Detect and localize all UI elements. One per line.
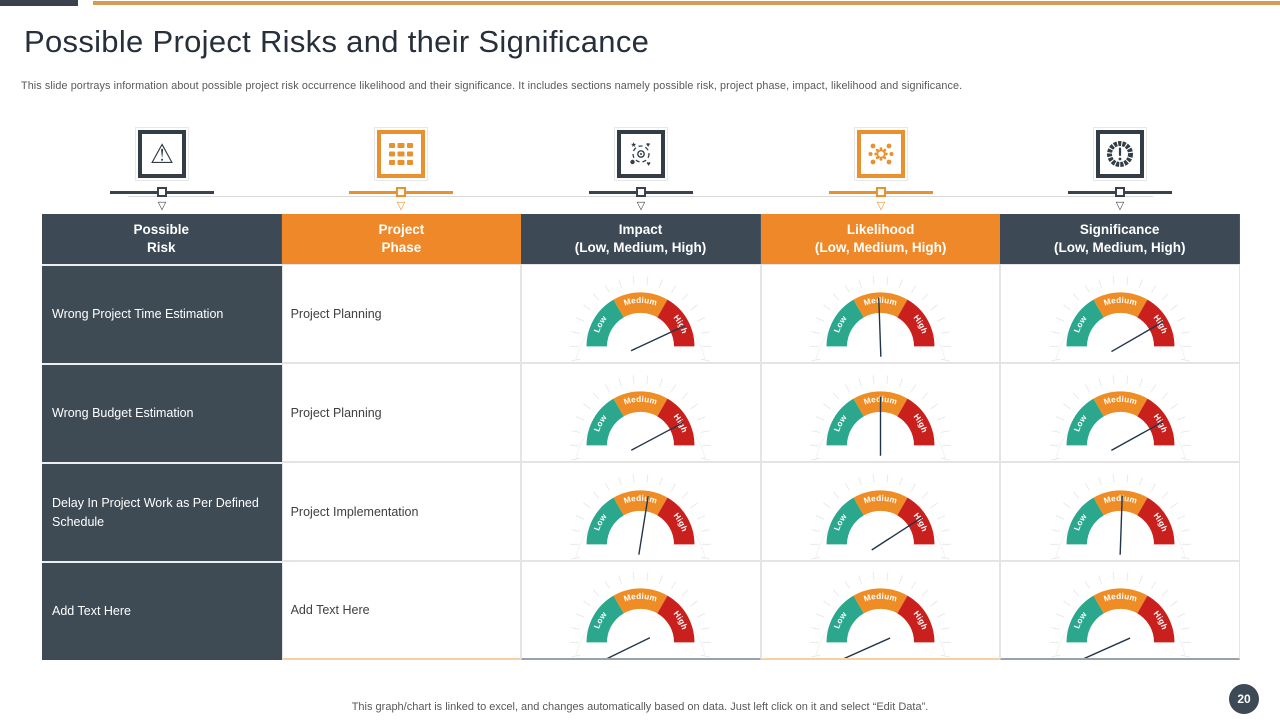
impact-gauge[interactable]: Low Medium High [521,363,761,462]
svg-text:♥: ♥ [647,161,651,168]
svg-text:Medium: Medium [1102,494,1137,506]
page-number-badge: 20 [1229,684,1259,714]
warning-triangle-icon: ⚠ [135,127,189,181]
gauge-needle [607,637,651,658]
page-subtitle: This slide portrays information about po… [21,80,963,92]
gauge-needle [638,496,650,555]
down-triangle-marker: ▽ [157,200,167,212]
risk-cell: Add Text Here [42,561,282,660]
gauge-needle [1083,637,1131,658]
impact-gauge[interactable]: Low Medium High [521,264,761,363]
gear-network-icon [854,127,908,181]
down-triangle-marker: ▽ [636,200,646,212]
svg-text:Medium: Medium [863,592,898,604]
header-possible-risk: Possible Risk [42,214,282,264]
risk-cell: Wrong Project Time Estimation [42,264,282,363]
gauge-needle [1110,321,1163,353]
risk-table: Possible Risk Project Phase Impact (Low,… [42,214,1240,660]
svg-text:Medium: Medium [623,494,658,506]
svg-text:Medium: Medium [863,296,898,308]
icon-strip: ⚠ ▽ ▽ [0,127,1280,214]
header-significance: Significance (Low, Medium, High) [1000,214,1240,264]
icon-group-significance: ▽ [1058,127,1182,212]
svg-text:♥: ♥ [646,142,650,149]
header-impact: Impact (Low, Medium, High) [521,214,761,264]
down-triangle-marker: ▽ [1115,200,1125,212]
down-triangle-marker: ▽ [396,200,406,212]
icon-group-impact: ★ ♥ ♥ ▽ [579,127,703,212]
impact-gauge[interactable]: Low Medium High [521,561,761,660]
page-title: Possible Project Risks and their Signifi… [24,24,650,59]
svg-text:Medium: Medium [1102,592,1137,604]
gauge-needle [1119,495,1123,555]
top-accent-bar-orange [93,1,1280,5]
svg-text:★: ★ [631,141,637,149]
significance-badge-icon [1093,127,1147,181]
phase-cell: Project Planning [281,264,522,363]
icon-group-possible-risk: ⚠ ▽ [100,127,224,212]
down-triangle-marker: ▽ [876,200,886,212]
svg-text:Medium: Medium [623,395,658,407]
gauge-needle [631,325,686,352]
gauge-needle [843,637,891,658]
phase-cell: Project Planning [281,363,522,462]
gauge-needle [1110,421,1164,451]
impact-gauge[interactable]: Low Medium High [521,462,761,561]
data-table-icon [374,127,428,181]
risk-cell: Wrong Budget Estimation [42,363,282,462]
gauge-needle [871,517,922,551]
header-likelihood: Likelihood (Low, Medium, High) [760,214,1001,264]
risk-cell: Delay In Project Work as Per Defined Sch… [42,462,282,561]
footer-note: This graph/chart is linked to excel, and… [351,701,929,713]
svg-text:Medium: Medium [623,296,658,308]
phase-cell: Add Text Here [281,561,522,660]
svg-text:Medium: Medium [1102,296,1137,308]
header-project-phase: Project Phase [281,214,522,264]
top-accent-bar-dark [0,0,78,6]
process-cycle-icon: ★ ♥ ♥ [614,127,668,181]
svg-text:Medium: Medium [863,494,898,506]
icon-group-likelihood: ▽ [819,127,943,212]
gauge-needle [631,421,685,451]
gauge-needle [878,297,882,357]
phase-cell: Project Implementation [281,462,522,561]
svg-text:Medium: Medium [623,592,658,604]
svg-text:Medium: Medium [1102,395,1137,407]
icon-group-project-phase: ▽ [339,127,463,212]
